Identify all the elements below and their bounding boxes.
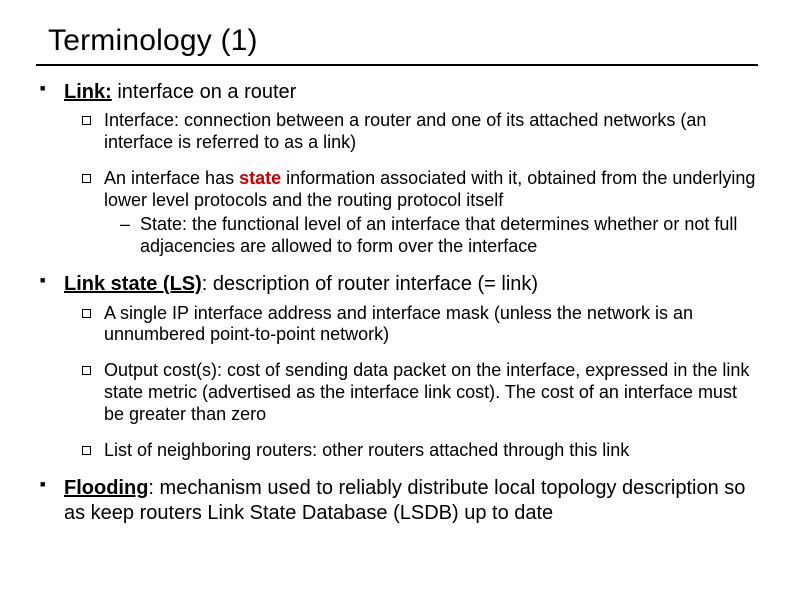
sub-item: A single IP interface address and interf… (104, 303, 758, 347)
bullet-link-state: Link state (LS): description of router i… (64, 272, 758, 462)
bullet-flooding: Flooding: mechanism used to reliably dis… (64, 476, 758, 525)
lead-term: Link state (LS) (64, 273, 202, 295)
sub-item: Output cost(s): cost of sending data pac… (104, 360, 758, 426)
lead-rest: : mechanism used to reliably distribute … (64, 477, 745, 523)
lead-term: Link: (64, 81, 112, 103)
lead-rest: interface on a router (112, 81, 297, 103)
sub-item: Interface: connection between a router a… (104, 110, 758, 154)
highlight-state: state (239, 168, 281, 188)
slide: Terminology (1) Link: interface on a rou… (0, 0, 794, 595)
slide-title: Terminology (1) (48, 24, 758, 58)
text-prefix: An interface has (104, 168, 239, 188)
sub-item: List of neighboring routers: other route… (104, 440, 758, 462)
bullet-link: Link: interface on a router Interface: c… (64, 80, 758, 258)
subsub-item: State: the functional level of an interf… (140, 214, 758, 258)
subsub-list: State: the functional level of an interf… (104, 214, 758, 258)
sub-item: An interface has state information assoc… (104, 168, 758, 258)
sub-list: Interface: connection between a router a… (64, 110, 758, 258)
bullet-list: Link: interface on a router Interface: c… (36, 80, 758, 525)
lead-term: Flooding (64, 477, 148, 499)
sub-list: A single IP interface address and interf… (64, 303, 758, 463)
lead-rest: : description of router interface (= lin… (202, 273, 538, 295)
title-rule (36, 64, 758, 66)
